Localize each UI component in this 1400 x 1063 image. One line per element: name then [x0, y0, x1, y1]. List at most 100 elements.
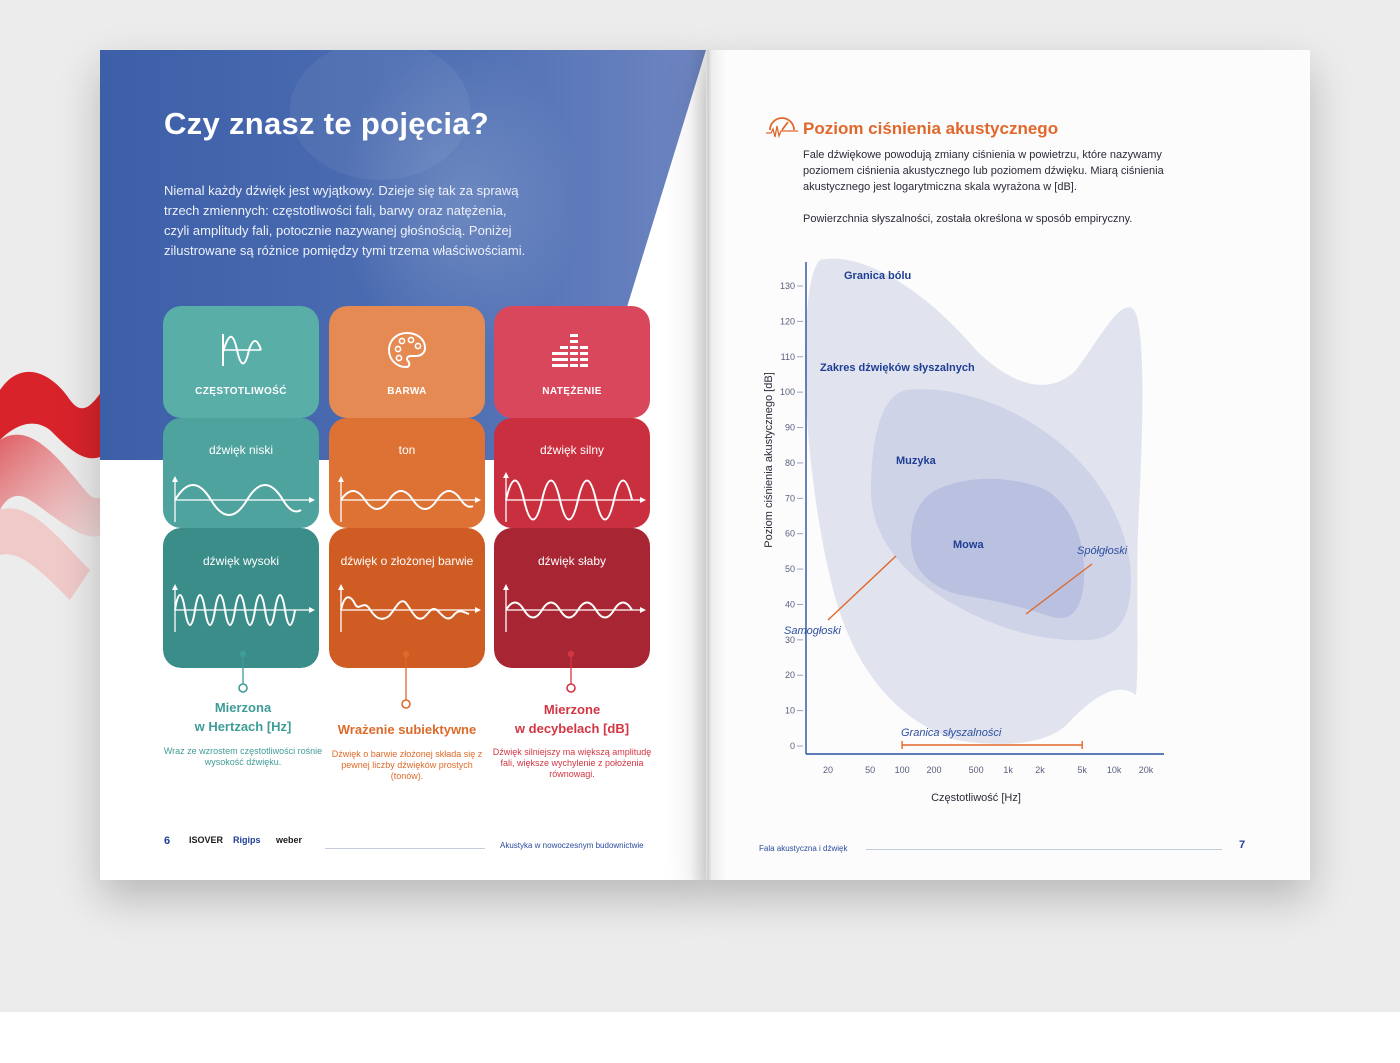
y-tick-label: 20	[785, 670, 795, 680]
measure-intensity: Mierzone w decybelach [dB]	[490, 700, 654, 738]
x-tick-label: 200	[926, 765, 941, 775]
y-axis-label: Poziom ciśnienia akustycznego [dB]	[763, 372, 775, 547]
y-tick-label: 130	[780, 281, 795, 291]
card-label-bottom: dźwięk o złożonej barwie	[340, 554, 474, 568]
y-tick-label: 40	[785, 599, 795, 609]
measure-line1: Mierzone	[543, 702, 601, 717]
card-title: CZĘSTOTLIWOŚĆ	[195, 386, 287, 397]
label-speech: Mowa	[953, 539, 984, 551]
equalizer-icon	[552, 334, 588, 367]
label-audible-range: Zakres dźwięków słyszalnych	[820, 362, 975, 374]
paragraph-2: Powierzchnia słyszalności, została okreś…	[803, 213, 1133, 225]
measure-line1: Mierzona	[214, 700, 272, 715]
y-tick-label: 70	[785, 493, 795, 503]
label-music: Muzyka	[896, 455, 937, 467]
page-number: 6	[164, 835, 171, 847]
x-tick-label: 500	[969, 765, 984, 775]
x-tick-label: 2k	[1035, 765, 1045, 775]
y-tick-label: 120	[780, 316, 795, 326]
background-floor	[0, 1012, 1400, 1063]
page-title: Czy znasz te pojęcia?	[164, 106, 490, 141]
strong-sound-wave	[503, 472, 646, 522]
x-tick-label: 10k	[1107, 765, 1122, 775]
page-number: 7	[1239, 839, 1246, 851]
x-tick-label: 1k	[1003, 765, 1013, 775]
card-label-top: ton	[398, 443, 416, 457]
measure-line2: w Hertzach [Hz]	[194, 719, 292, 734]
card-label-bottom: dźwięk słaby	[537, 554, 607, 568]
y-tick-label: 10	[785, 706, 795, 716]
card-intensity: NATĘŻENIE dźwięk silny dźwięk słaby	[494, 306, 650, 668]
y-tick-label: 0	[790, 741, 795, 751]
left-page: Czy znasz te pojęcia? Niemal każdy dźwię…	[100, 50, 706, 880]
decorative-ribbon	[0, 371, 110, 600]
vowels-pointer	[827, 555, 897, 621]
x-ticks: 20 50 100 200 500 1k 2k 5k 10k 20k	[823, 765, 1154, 775]
measure-line2: w decybelach [dB]	[514, 721, 630, 736]
y-tick-label: 80	[785, 458, 795, 468]
card-low-segment	[329, 528, 485, 668]
intro-paragraph: Niemal każdy dźwięk jest wyjątkowy. Dzie…	[164, 183, 526, 258]
card-title: NATĘŻENIE	[542, 386, 602, 397]
x-axis-label: Częstotliwość [Hz]	[931, 792, 1021, 804]
x-tick-label: 100	[895, 765, 910, 775]
footer-rule	[866, 849, 1222, 850]
desc-frequency: Wraz ze wzrostem częstotliwości rośnie w…	[163, 746, 323, 767]
desc-timbre: Dźwięk o barwie złożonej składa się z pe…	[331, 749, 483, 781]
right-page: Poziom ciśnienia akustycznego Fale dźwię…	[706, 50, 1310, 880]
card-label-top: dźwięk silny	[539, 443, 605, 457]
low-frequency-wave	[172, 476, 315, 522]
palette-icon	[387, 331, 427, 369]
card-mid-segment	[494, 418, 650, 528]
pin-frequency	[238, 650, 248, 693]
complex-timbre-wave	[338, 584, 481, 632]
measure-frequency: Mierzona w Hertzach [Hz]	[163, 698, 323, 736]
chart-axes	[805, 262, 1164, 755]
footer-text: Akustyka w nowoczesnym budownictwie	[500, 841, 644, 850]
card-mid-segment	[329, 418, 485, 528]
y-tick-label: 60	[785, 529, 795, 539]
paragraph-1: Fale dźwiękowe powodują zmiany ciśnienia…	[803, 149, 1164, 193]
sound-level-icon	[766, 117, 798, 138]
left-footer: 6 ISOVER Rigips weber Akustyka w nowocze…	[100, 830, 706, 860]
x-tick-label: 20	[823, 765, 833, 775]
card-head-segment	[494, 306, 650, 418]
card-label-bottom: dźwięk wysoki	[202, 554, 280, 568]
x-tick-label: 50	[865, 765, 875, 775]
card-label-top: dźwięk niski	[208, 443, 274, 457]
x-tick-label: 5k	[1077, 765, 1087, 775]
pin-intensity	[566, 650, 576, 693]
isover-logo: ISOVER	[189, 835, 224, 845]
card-timbre: BARWA ton dźwięk o złożonej barwie	[329, 306, 485, 668]
label-hearing-limit: Granica słyszalności	[901, 727, 1002, 739]
high-frequency-wave	[172, 584, 315, 632]
y-tick-label: 110	[781, 352, 795, 362]
rigips-logo: Rigips	[233, 835, 261, 845]
frequency-wave-icon	[222, 334, 262, 366]
card-low-segment	[163, 528, 319, 668]
label-pain-threshold: Granica bólu	[844, 270, 911, 282]
consonants-pointer	[1025, 563, 1093, 615]
x-tick-label: 20k	[1139, 765, 1154, 775]
label-vowels: Samogłoski	[784, 625, 841, 637]
card-head-segment	[329, 306, 485, 418]
footer-text: Fala akustyczna i dźwięk	[759, 844, 848, 853]
region-speech	[911, 478, 1085, 619]
y-tick-label: 30	[785, 635, 795, 645]
label-consonants: Spółgłoski	[1077, 545, 1128, 557]
weber-logo: weber	[276, 835, 303, 845]
tone-wave	[338, 476, 481, 522]
weak-sound-wave	[503, 584, 646, 632]
desc-intensity: Dźwięk silniejszy ma większą amplitudę f…	[492, 747, 652, 779]
footer-rule	[325, 848, 485, 849]
card-low-segment	[494, 528, 650, 668]
y-tick-label: 50	[785, 564, 795, 574]
section-title: Poziom ciśnienia akustycznego	[803, 119, 1059, 138]
hearing-limit-range	[901, 741, 1083, 749]
pin-timbre	[401, 650, 411, 709]
card-title: BARWA	[387, 386, 427, 397]
measure-line1: Wrażenie subiektywne	[337, 722, 477, 737]
y-tick-label: 90	[785, 423, 795, 433]
